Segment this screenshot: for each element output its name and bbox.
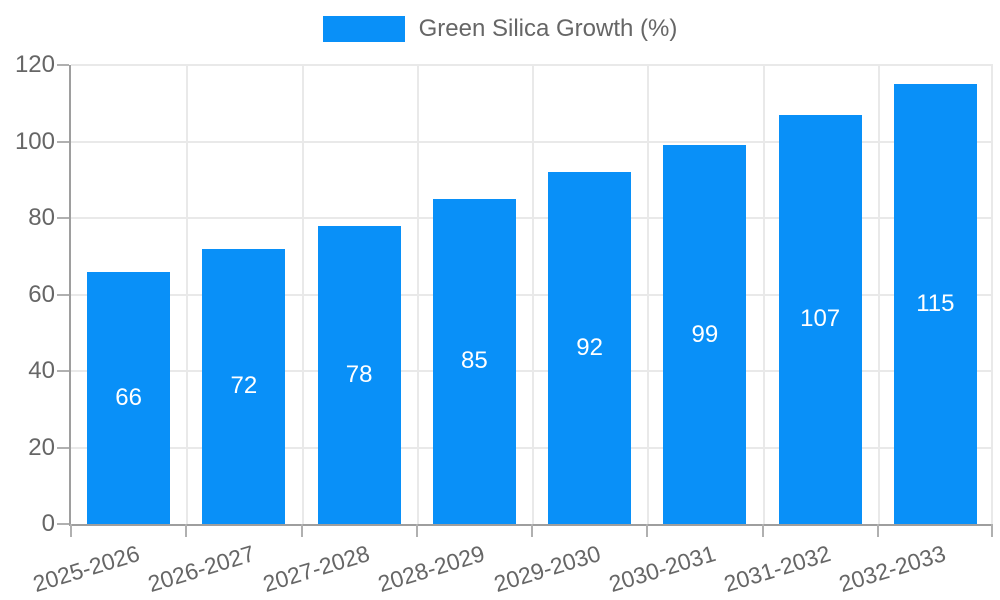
plot-area: 0 20 40 60 80 100 120 66 2025-2026 72 2026-2027 78 2… (15, 51, 993, 597)
bar: 78 (317, 225, 401, 524)
vertical-gridline (877, 65, 880, 524)
x-axis-tick-mark (761, 524, 764, 537)
y-axis-tick-label: 20 (28, 433, 55, 461)
bar-value-label: 92 (576, 334, 603, 362)
x-axis-tick-mark (876, 524, 879, 537)
x-axis-tick-mark (185, 524, 188, 537)
x-axis-tick-label: 2030-2031 (605, 540, 719, 598)
y-axis-tick-label: 120 (14, 51, 55, 78)
y-axis-tick-mark (57, 140, 69, 143)
x-axis-tick-label: 2025-2026 (29, 540, 143, 598)
bar: 66 (87, 271, 171, 524)
vertical-gridline (647, 65, 650, 524)
bar-value-label: 85 (461, 347, 488, 375)
legend-series-label: Green Silica Growth (%) (418, 15, 678, 42)
y-axis-tick-label: 40 (28, 357, 55, 384)
y-axis-tick-mark (57, 217, 69, 219)
y-axis-tick-label: 60 (28, 280, 55, 308)
bar: 92 (548, 172, 632, 524)
vertical-gridline (416, 65, 419, 524)
x-axis-tick-label: 2031-2032 (720, 540, 834, 598)
x-axis-tick-label: 2032-2033 (836, 540, 949, 598)
x-axis-tick-mark (991, 524, 993, 537)
bar-value-label: 66 (115, 383, 142, 411)
x-axis-tick-mark (646, 524, 649, 537)
legend-color-swatch (322, 16, 405, 42)
vertical-gridline (301, 65, 304, 524)
x-axis-tick-label: 2027-2028 (259, 540, 373, 598)
bar-value-label: 107 (800, 305, 841, 333)
y-axis-tick-mark (57, 370, 69, 372)
bar: 99 (663, 145, 747, 524)
bar: 115 (893, 84, 977, 524)
vertical-gridline (532, 65, 534, 524)
x-axis-tick-label: 2026-2027 (144, 540, 258, 598)
x-axis-tick-label: 2029-2030 (490, 540, 604, 598)
x-axis-tick-label: 2028-2029 (375, 540, 488, 598)
y-axis-tick-mark (57, 293, 69, 296)
bar-value-label: 99 (691, 320, 719, 348)
bar-value-label: 115 (916, 290, 955, 318)
vertical-gridline (762, 65, 765, 524)
bar: 85 (432, 198, 516, 524)
x-axis-tick-mark (300, 524, 303, 537)
legend-item[interactable]: Green Silica Growth (%) (322, 15, 678, 43)
bar-value-label: 72 (230, 372, 258, 400)
y-axis-tick-label: 80 (28, 204, 55, 231)
y-axis-tick-mark (57, 64, 69, 66)
x-axis-tick-mark (415, 524, 418, 537)
chart-legend: Green Silica Growth (%) (0, 15, 1000, 43)
bar: 72 (202, 248, 286, 524)
y-axis-tick-label: 0 (41, 510, 55, 537)
y-axis-tick-label: 100 (14, 127, 55, 155)
bar-value-label: 78 (345, 360, 373, 388)
vertical-gridline (991, 65, 993, 524)
x-axis-tick-mark (531, 524, 533, 537)
x-axis-tick-mark (70, 524, 72, 537)
bar: 107 (778, 114, 862, 524)
vertical-gridline (186, 65, 189, 524)
y-axis-tick-mark (57, 446, 69, 449)
y-axis-tick-mark (57, 523, 69, 525)
